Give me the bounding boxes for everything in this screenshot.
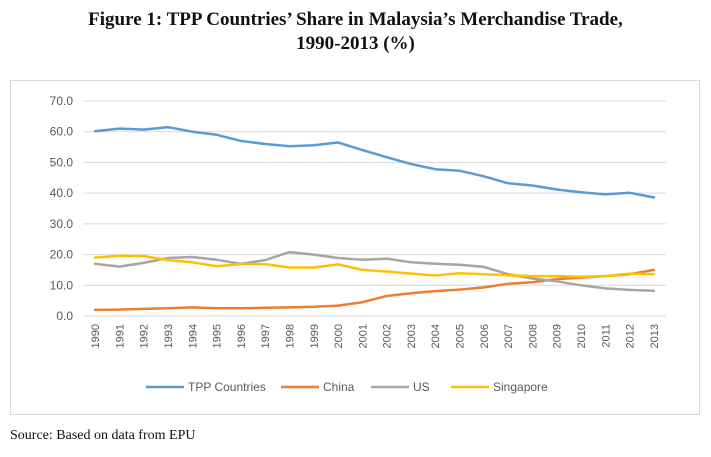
x-tick-label: 2000 [333, 324, 345, 348]
legend-label: TPP Countries [188, 380, 266, 394]
series-line-singapore [93, 254, 656, 278]
y-tick-label: 50.0 [50, 155, 74, 169]
x-tick-label: 2012 [625, 324, 637, 348]
source-note: Source: Based on data from EPU [10, 428, 196, 443]
y-tick-label: 60.0 [50, 125, 74, 139]
x-tick-label: 2004 [430, 324, 442, 348]
line-chart: 0.0 10.0 20.0 30.0 40.0 50.0 60.0 70.0 1990 1991 1… [50, 94, 666, 394]
x-tick-label: 2007 [503, 324, 515, 348]
x-tick-label: 1998 [284, 324, 296, 348]
x-tick-label: 2002 [382, 324, 394, 348]
legend-label: China [323, 380, 355, 394]
x-tick-label: 2013 [649, 324, 661, 348]
series-line-us [93, 250, 656, 293]
x-tick-label: 2011 [600, 324, 612, 348]
figure-title-line2: 1990-2013 (%) [296, 33, 415, 54]
x-tick-label: 1999 [309, 324, 321, 348]
legend-label: Singapore [493, 380, 548, 394]
x-tick-label: 1992 [139, 324, 151, 348]
series-line-tpp-countries [93, 125, 656, 199]
x-tick-label: 2009 [552, 324, 564, 348]
x-tick-label: 1996 [236, 324, 248, 348]
x-tick-label: 1993 [163, 324, 175, 348]
x-tick-label: 2003 [406, 324, 418, 348]
legend-label: US [413, 380, 430, 394]
figure-title: Figure 1: TPP Countries’ Share in Malays… [0, 8, 711, 56]
x-tick-label: 2010 [576, 324, 588, 348]
x-tick-label: 2008 [527, 324, 539, 348]
x-tick-label: 2001 [357, 324, 369, 348]
x-tick-label: 1990 [90, 324, 102, 348]
figure-title-line1: Figure 1: TPP Countries’ Share in Malays… [88, 9, 623, 30]
x-tick-label: 1991 [114, 324, 126, 348]
y-tick-label: 10.0 [50, 278, 74, 292]
x-tick-label: 1997 [260, 324, 272, 348]
series-line-china [93, 268, 656, 312]
y-tick-label: 70.0 [50, 94, 74, 108]
x-tick-label: 1994 [187, 324, 199, 348]
x-tick-label: 2005 [455, 324, 467, 348]
y-tick-label: 0.0 [56, 309, 73, 323]
x-tick-label: 2006 [479, 324, 491, 348]
y-tick-label: 40.0 [50, 186, 74, 200]
x-tick-label: 1995 [212, 324, 224, 348]
y-tick-label: 30.0 [50, 217, 74, 231]
chart-frame: 0.0 10.0 20.0 30.0 40.0 50.0 60.0 70.0 1990 1991 1… [10, 80, 700, 415]
y-tick-label: 20.0 [50, 248, 74, 262]
